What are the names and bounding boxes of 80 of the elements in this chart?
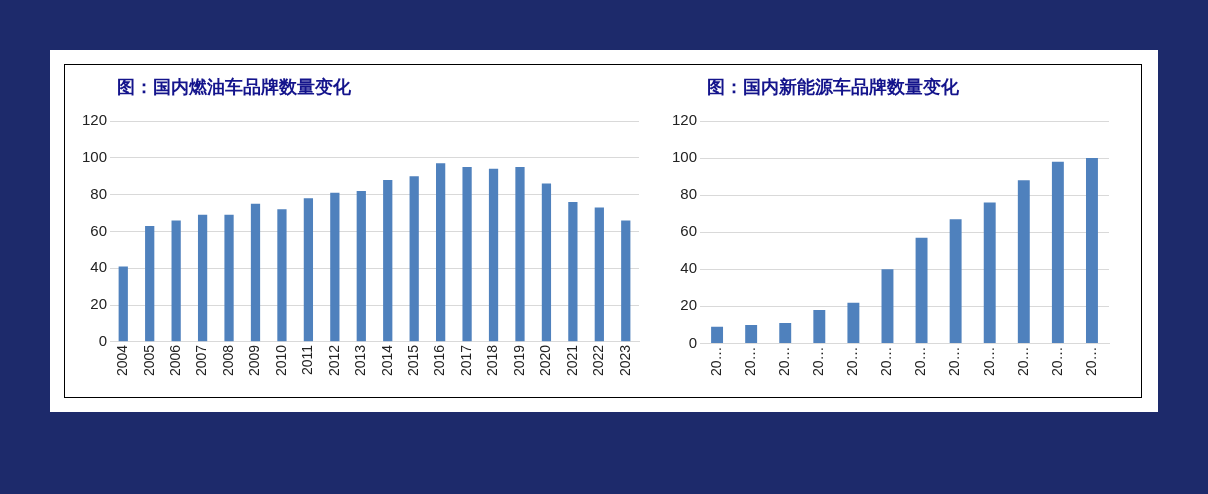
bar	[250, 203, 261, 342]
bar	[409, 176, 419, 342]
x-tick-label: 20…	[742, 346, 759, 377]
bar	[1017, 180, 1030, 343]
y-tick-label: 100	[82, 147, 108, 165]
bar	[462, 167, 472, 342]
y-tick-label: 0	[688, 333, 698, 351]
bar	[303, 198, 314, 342]
x-tick-label: 2014	[378, 344, 395, 377]
bar	[356, 190, 366, 342]
bar	[171, 220, 181, 342]
y-tick-label: 40	[90, 258, 108, 276]
bar	[436, 163, 446, 342]
bar	[568, 201, 578, 342]
bar	[224, 214, 234, 342]
y-tick-label: 120	[82, 111, 108, 129]
x-tick-label: 2017	[457, 344, 474, 377]
x-tick-label: 2005	[140, 344, 157, 377]
bar	[594, 207, 604, 342]
bar	[745, 324, 758, 343]
x-tick-label: 2008	[219, 344, 236, 377]
bar	[515, 167, 525, 342]
x-tick-label: 2021	[563, 344, 580, 377]
x-tick-label: 20…	[946, 346, 963, 377]
x-tick-label: 20…	[980, 346, 997, 377]
x-tick-label: 2012	[325, 344, 342, 377]
bar	[197, 214, 208, 342]
y-tick-label: 60	[90, 221, 108, 239]
x-tick-label: 2013	[352, 344, 369, 377]
y-tick-label: 20	[680, 296, 698, 314]
bar	[488, 168, 499, 342]
bar	[541, 183, 552, 342]
bar	[621, 220, 631, 342]
x-tick-label: 2004	[114, 344, 131, 377]
x-tick-label: 20…	[844, 346, 861, 377]
bar	[847, 302, 860, 343]
chart-title: 图：国内燃油车品牌数量变化	[116, 75, 352, 99]
y-tick-label: 100	[672, 148, 698, 166]
bar	[881, 269, 894, 343]
bar	[145, 225, 155, 342]
x-tick-label: 2022	[590, 344, 607, 377]
x-tick-label: 20…	[810, 346, 827, 377]
x-tick-label: 2019	[510, 344, 527, 377]
x-tick-label: 20…	[707, 346, 724, 377]
bar	[915, 237, 928, 343]
x-tick-label: 2020	[537, 344, 554, 377]
bar	[330, 192, 340, 342]
x-tick-label: 20…	[776, 346, 793, 377]
y-tick-label: 80	[680, 185, 698, 203]
x-tick-label: 2018	[484, 344, 501, 377]
x-tick-label: 2007	[193, 344, 210, 377]
x-tick-label: 2010	[272, 344, 289, 377]
y-tick-label: 60	[680, 222, 698, 240]
chart-title: 图：国内新能源车品牌数量变化	[706, 75, 960, 99]
bar	[949, 219, 962, 343]
bar	[1085, 158, 1098, 343]
x-tick-label: 2015	[405, 344, 422, 377]
x-tick-label: 2011	[299, 344, 316, 375]
bar	[383, 179, 393, 342]
x-tick-label: 2023	[616, 344, 633, 377]
y-tick-label: 0	[98, 332, 108, 349]
bar	[1051, 161, 1064, 343]
y-tick-label: 80	[90, 184, 108, 202]
bar	[118, 266, 128, 342]
x-tick-label: 20…	[1048, 346, 1065, 377]
y-tick-label: 120	[672, 111, 698, 129]
y-tick-label: 40	[680, 259, 698, 277]
x-tick-label: 2016	[431, 344, 448, 377]
bar	[813, 310, 826, 343]
x-tick-label: 2006	[167, 344, 184, 377]
x-tick-label: 20…	[1082, 346, 1099, 377]
bar	[983, 202, 996, 343]
x-tick-label: 20…	[912, 346, 929, 377]
x-tick-label: 2009	[246, 344, 263, 377]
bar	[711, 326, 724, 343]
y-tick-label: 20	[90, 295, 108, 313]
bar	[779, 323, 792, 343]
bar	[277, 209, 287, 342]
x-tick-label: 20…	[878, 346, 895, 377]
x-tick-label: 20…	[1014, 346, 1031, 377]
